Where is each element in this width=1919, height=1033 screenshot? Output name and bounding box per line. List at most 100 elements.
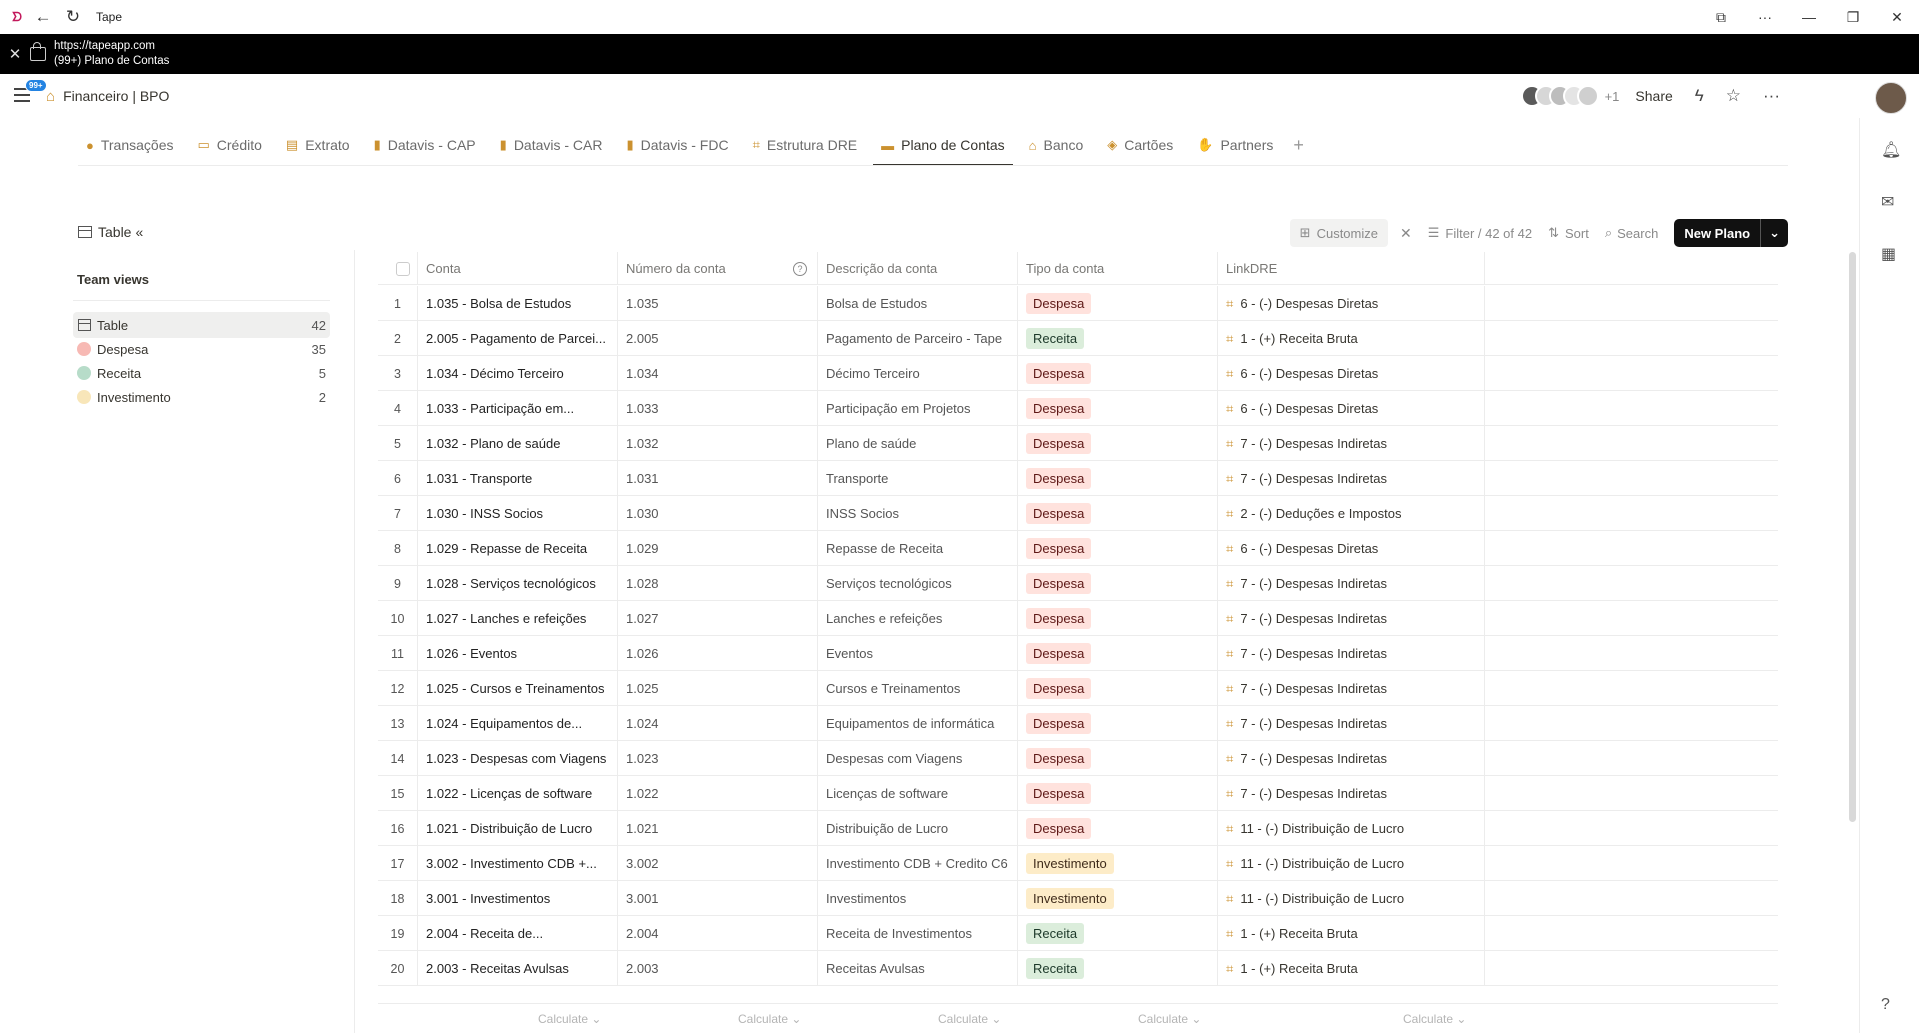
mail-icon[interactable]: ✉ bbox=[1881, 194, 1895, 211]
cell-numero[interactable]: 1.030 bbox=[618, 496, 818, 531]
cell-descricao[interactable]: Receitas Avulsas bbox=[818, 951, 1018, 986]
cell-tipo[interactable]: Despesa bbox=[1018, 286, 1218, 321]
add-tab-icon[interactable]: + bbox=[1293, 134, 1304, 155]
row-number[interactable]: 4 bbox=[378, 391, 418, 426]
cell-tipo[interactable]: Despesa bbox=[1018, 531, 1218, 566]
cell-conta[interactable]: 1.029 - Repasse de Receita bbox=[418, 531, 618, 566]
chevron-down-icon[interactable]: ⌄ bbox=[1760, 219, 1788, 247]
cell-numero[interactable]: 1.025 bbox=[618, 671, 818, 706]
row-number[interactable]: 3 bbox=[378, 356, 418, 391]
row-number[interactable]: 20 bbox=[378, 951, 418, 986]
table-row[interactable]: 18 3.001 - Investimentos 3.001 Investimento… bbox=[378, 881, 1778, 916]
cell-tipo[interactable]: Despesa bbox=[1018, 391, 1218, 426]
cell-descricao[interactable]: Pagamento de Parceiro - Tape bbox=[818, 321, 1018, 356]
cell-conta[interactable]: 2.004 - Receita de... bbox=[418, 916, 618, 951]
cell-linkdre[interactable]: ⌗ 7 - (-) Despesas Indiretas bbox=[1218, 776, 1485, 811]
row-number[interactable]: 14 bbox=[378, 741, 418, 776]
cell-linkdre[interactable]: ⌗ 6 - (-) Despesas Diretas bbox=[1218, 286, 1485, 321]
cell-numero[interactable]: 1.027 bbox=[618, 601, 818, 636]
cell-conta[interactable]: 2.003 - Receitas Avulsas bbox=[418, 951, 618, 986]
cell-linkdre[interactable]: ⌗ 11 - (-) Distribuição de Lucro bbox=[1218, 881, 1485, 916]
cell-numero[interactable]: 3.001 bbox=[618, 881, 818, 916]
calendar-icon[interactable]: ▦ bbox=[1881, 246, 1897, 263]
cell-tipo[interactable]: Investimento bbox=[1018, 881, 1218, 916]
cell-tipo[interactable]: Despesa bbox=[1018, 426, 1218, 461]
cell-numero[interactable]: 1.034 bbox=[618, 356, 818, 391]
table-row[interactable]: 14 1.023 - Despesas com Viagens 1.023 Despe… bbox=[378, 741, 1778, 776]
view-selector[interactable]: Table « bbox=[78, 224, 143, 240]
help-icon[interactable]: ? bbox=[1881, 996, 1890, 1013]
cell-descricao[interactable]: Transporte bbox=[818, 461, 1018, 496]
cell-numero[interactable]: 1.026 bbox=[618, 636, 818, 671]
tab-datavis-car[interactable]: ▮ Datavis - CAR bbox=[492, 128, 611, 162]
user-avatar[interactable] bbox=[1875, 82, 1907, 114]
search-button[interactable]: ⌕ Search bbox=[1605, 225, 1658, 241]
table-row[interactable]: 10 1.027 - Lanches e refeições 1.027 Lanche… bbox=[378, 601, 1778, 636]
table-row[interactable]: 6 1.031 - Transporte 1.031 Transporte Despes… bbox=[378, 461, 1778, 496]
cell-descricao[interactable]: Distribuição de Lucro bbox=[818, 811, 1018, 846]
cell-tipo[interactable]: Receita bbox=[1018, 916, 1218, 951]
table-row[interactable]: 5 1.032 - Plano de saúde 1.032 Plano de saú… bbox=[378, 426, 1778, 461]
table-row[interactable]: 7 1.030 - INSS Socios 1.030 INSS Socios Desp… bbox=[378, 496, 1778, 531]
cell-linkdre[interactable]: ⌗ 1 - (+) Receita Bruta bbox=[1218, 321, 1485, 356]
cell-conta[interactable]: 1.022 - Licenças de software bbox=[418, 776, 618, 811]
column-header-descricao[interactable]: Descrição da conta bbox=[818, 252, 1018, 285]
table-row[interactable]: 19 2.004 - Receita de... 2.004 Receita de I… bbox=[378, 916, 1778, 951]
cell-tipo[interactable]: Despesa bbox=[1018, 566, 1218, 601]
row-number[interactable]: 16 bbox=[378, 811, 418, 846]
cell-tipo[interactable]: Despesa bbox=[1018, 496, 1218, 531]
filter-button[interactable]: ☰ Filter / 42 of 42 bbox=[1428, 225, 1532, 241]
row-number[interactable]: 8 bbox=[378, 531, 418, 566]
table-row[interactable]: 17 3.002 - Investimento CDB +... 3.002 Inve… bbox=[378, 846, 1778, 881]
cell-tipo[interactable]: Investimento bbox=[1018, 846, 1218, 881]
cell-conta[interactable]: 2.005 - Pagamento de Parcei... bbox=[418, 321, 618, 356]
row-number[interactable]: 5 bbox=[378, 426, 418, 461]
cell-conta[interactable]: 1.035 - Bolsa de Estudos bbox=[418, 286, 618, 321]
table-row[interactable]: 8 1.029 - Repasse de Receita 1.029 Repasse … bbox=[378, 531, 1778, 566]
column-header-conta[interactable]: Conta bbox=[418, 252, 618, 285]
team-view-despesa[interactable]: Despesa 35 bbox=[73, 336, 330, 362]
cell-conta[interactable]: 1.032 - Plano de saúde bbox=[418, 426, 618, 461]
cell-conta[interactable]: 1.033 - Participação em... bbox=[418, 391, 618, 426]
cell-conta[interactable]: 3.001 - Investimentos bbox=[418, 881, 618, 916]
cell-descricao[interactable]: Licenças de software bbox=[818, 776, 1018, 811]
more-window-icon[interactable]: ··· bbox=[1758, 9, 1772, 25]
cell-tipo[interactable]: Despesa bbox=[1018, 601, 1218, 636]
cell-tipo[interactable]: Despesa bbox=[1018, 636, 1218, 671]
cell-tipo[interactable]: Receita bbox=[1018, 321, 1218, 356]
breadcrumb[interactable]: Financeiro | BPO bbox=[63, 88, 170, 104]
close-customize-icon[interactable]: ✕ bbox=[1400, 224, 1412, 241]
tab-estrutura-dre[interactable]: ⌗ Estrutura DRE bbox=[745, 128, 866, 162]
new-plano-button[interactable]: New Plano ⌄ bbox=[1674, 219, 1788, 247]
cell-linkdre[interactable]: ⌗ 11 - (-) Distribuição de Lucro bbox=[1218, 811, 1485, 846]
table-row[interactable]: 4 1.033 - Participação em... 1.033 Particip… bbox=[378, 391, 1778, 426]
customize-button[interactable]: ⊞ Customize bbox=[1289, 219, 1388, 247]
tab-datavis-fdc[interactable]: ▮ Datavis - FDC bbox=[619, 128, 737, 162]
table-row[interactable]: 2 2.005 - Pagamento de Parcei... 2.005 Paga… bbox=[378, 321, 1778, 356]
table-row[interactable]: 3 1.034 - Décimo Terceiro 1.034 Décimo Terc… bbox=[378, 356, 1778, 391]
row-number[interactable]: 12 bbox=[378, 671, 418, 706]
cell-numero[interactable]: 1.022 bbox=[618, 776, 818, 811]
cell-linkdre[interactable]: ⌗ 7 - (-) Despesas Indiretas bbox=[1218, 671, 1485, 706]
tab-partners[interactable]: ✋ Partners bbox=[1189, 128, 1281, 162]
close-url-icon[interactable]: ✕ bbox=[8, 46, 22, 63]
cell-conta[interactable]: 1.026 - Eventos bbox=[418, 636, 618, 671]
cell-conta[interactable]: 1.028 - Serviços tecnológicos bbox=[418, 566, 618, 601]
cell-tipo[interactable]: Despesa bbox=[1018, 741, 1218, 776]
cell-numero[interactable]: 1.024 bbox=[618, 706, 818, 741]
cell-descricao[interactable]: Cursos e Treinamentos bbox=[818, 671, 1018, 706]
cell-descricao[interactable]: Décimo Terceiro bbox=[818, 356, 1018, 391]
extra-members-count[interactable]: +1 bbox=[1604, 88, 1620, 104]
table-row[interactable]: 12 1.025 - Cursos e Treinamentos 1.025 Curs… bbox=[378, 671, 1778, 706]
cell-linkdre[interactable]: ⌗ 7 - (-) Despesas Indiretas bbox=[1218, 741, 1485, 776]
table-row[interactable]: 15 1.022 - Licenças de software 1.022 Licen… bbox=[378, 776, 1778, 811]
cell-numero[interactable]: 1.021 bbox=[618, 811, 818, 846]
tab-extrato[interactable]: ▤ Extrato bbox=[278, 128, 358, 162]
cell-linkdre[interactable]: ⌗ 6 - (-) Despesas Diretas bbox=[1218, 531, 1485, 566]
cell-linkdre[interactable]: ⌗ 2 - (-) Deduções e Impostos bbox=[1218, 496, 1485, 531]
cell-numero[interactable]: 1.033 bbox=[618, 391, 818, 426]
tab-banco[interactable]: ⌂ Banco bbox=[1021, 128, 1092, 162]
select-all-checkbox[interactable] bbox=[378, 252, 418, 285]
cell-descricao[interactable]: Bolsa de Estudos bbox=[818, 286, 1018, 321]
table-row[interactable]: 16 1.021 - Distribuição de Lucro 1.021 Dist… bbox=[378, 811, 1778, 846]
